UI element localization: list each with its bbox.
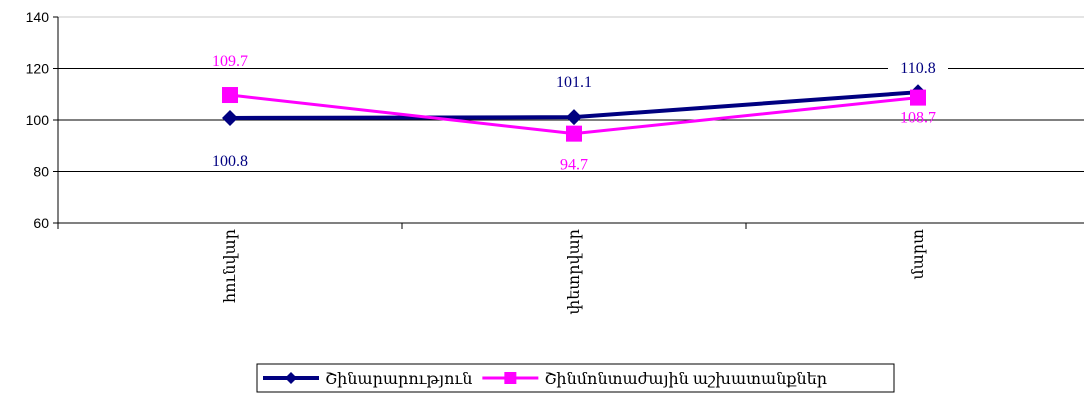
data-labels: 100.8 101.1 110.8 109.7 94.7 108.7: [200, 53, 948, 174]
y-tick-labels: 60 80 100 120 140: [26, 9, 50, 231]
legend-swatch-marker: [285, 372, 297, 384]
x-category-labels: հունվար փետրվար մարտ: [222, 229, 927, 315]
data-point: [566, 125, 582, 142]
legend-swatch-marker: [504, 372, 517, 384]
y-tick-label: 60: [33, 215, 49, 231]
data-label-background: [888, 58, 948, 79]
data-point: [222, 87, 238, 104]
data-label: 110.8: [900, 60, 935, 77]
data-label: 101.1: [556, 74, 592, 91]
data-point: [222, 109, 238, 126]
data-label: 109.7: [212, 53, 248, 70]
legend: Շինարարություն Շինմոնտաժային աշխատանքներ: [256, 363, 895, 393]
legend-box: [256, 363, 895, 393]
x-category-label: մարտ: [910, 229, 927, 280]
y-tick-label: 120: [26, 61, 50, 77]
y-tick-label: 140: [26, 9, 50, 25]
data-label: 108.7: [900, 110, 936, 127]
legend-label: Շինարարություն: [325, 371, 472, 388]
data-label-background: [544, 72, 604, 93]
y-tick-label: 80: [33, 164, 49, 180]
gridlines: [58, 16, 1084, 172]
data-label: 100.8: [212, 153, 248, 170]
data-label: 94.7: [560, 157, 588, 174]
x-category-label: հունվար: [222, 229, 239, 303]
x-category-label: փետրվար: [566, 229, 583, 315]
series-lines: [222, 84, 926, 142]
legend-label: Շինմոնտաժային աշխատանքներ: [544, 371, 827, 388]
axes: [53, 16, 1084, 229]
data-point: [566, 109, 582, 126]
y-tick-label: 100: [26, 112, 50, 128]
data-point: [910, 89, 926, 106]
data-label-background: [200, 150, 260, 171]
